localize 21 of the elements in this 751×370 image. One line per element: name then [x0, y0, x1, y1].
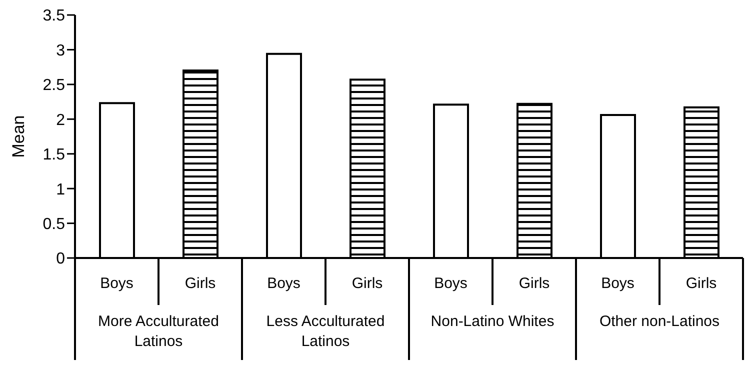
y-tick-label: 1: [56, 181, 66, 198]
x-tick-label: Non-Latino Whites: [430, 313, 554, 330]
text: Girls: [518, 275, 550, 292]
x-tick-label: Less Acculturated Latinos: [266, 313, 385, 350]
y-tick-label: 1.5: [42, 146, 66, 164]
y-tick-label: 2.5: [42, 77, 66, 94]
x-tick-label: More Acculturated Latinos: [98, 313, 219, 350]
y-tick-label: 0: [56, 250, 66, 268]
y-axis-title: Mean: [9, 115, 28, 158]
y-tick-label: 3: [56, 42, 66, 60]
y-tick-label: 3.5: [42, 8, 66, 25]
text: Girls: [686, 275, 717, 292]
text: Girls: [352, 275, 383, 292]
y-tick-label: 0.5: [42, 216, 66, 233]
y-tick-label: 2: [56, 112, 66, 129]
series-label: Girls: [184, 275, 216, 292]
series-label: Boys: [100, 275, 134, 292]
text: Boys: [601, 275, 634, 292]
text: Boys: [434, 275, 468, 292]
x-tick-label: Other non-Latinos: [599, 313, 720, 330]
text: Boys: [267, 275, 300, 292]
